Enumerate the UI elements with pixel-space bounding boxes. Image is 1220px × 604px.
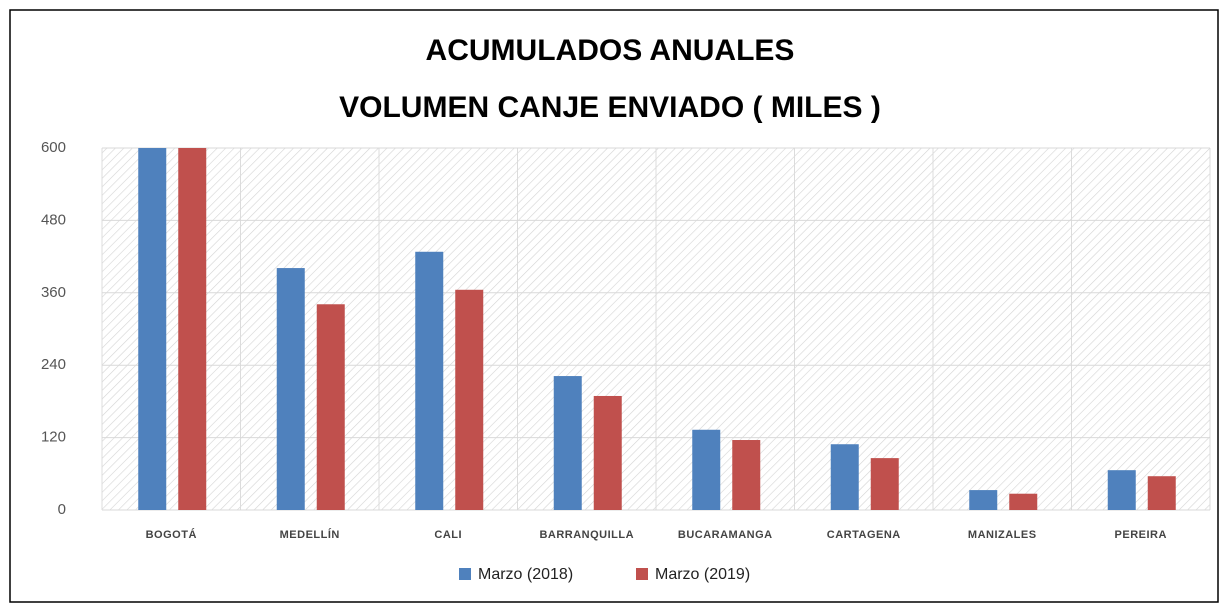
x-tick-label: CALI	[434, 529, 462, 541]
x-tick-label: MANIZALES	[968, 529, 1037, 541]
y-tick-label: 240	[41, 356, 66, 373]
legend-label: Marzo (2019)	[655, 566, 750, 583]
x-tick-label: MEDELLÍN	[280, 528, 340, 541]
bar	[830, 444, 859, 510]
y-tick-label: 600	[41, 139, 66, 156]
x-tick-label: BOGOTÁ	[146, 528, 197, 541]
bar	[1009, 493, 1038, 510]
bar	[276, 268, 305, 510]
y-tick-label: 480	[41, 211, 66, 228]
x-tick-label: BARRANQUILLA	[539, 529, 634, 541]
x-tick-label: BUCARAMANGA	[678, 529, 773, 541]
chart-title: ACUMULADOS ANUALES	[426, 34, 795, 67]
y-tick-label: 0	[58, 501, 66, 518]
bar	[969, 490, 998, 510]
legend-swatch	[636, 568, 648, 580]
bar	[1147, 476, 1176, 510]
x-tick-label: CARTAGENA	[827, 529, 901, 541]
legend-swatch	[459, 568, 471, 580]
bar	[692, 429, 721, 510]
bar	[553, 376, 582, 510]
bar	[1107, 470, 1136, 510]
y-tick-label: 360	[41, 284, 66, 301]
x-tick-label: PEREIRA	[1115, 529, 1167, 541]
y-tick-label: 120	[41, 429, 66, 446]
bar	[455, 289, 484, 510]
bar	[415, 251, 444, 511]
chart-title: VOLUMEN CANJE ENVIADO ( MILES )	[339, 91, 881, 124]
bar	[732, 440, 761, 510]
bar	[138, 148, 167, 510]
legend-label: Marzo (2018)	[478, 566, 573, 583]
bar	[316, 304, 345, 510]
bar	[870, 458, 899, 510]
bar	[593, 395, 622, 510]
bar	[178, 148, 207, 510]
